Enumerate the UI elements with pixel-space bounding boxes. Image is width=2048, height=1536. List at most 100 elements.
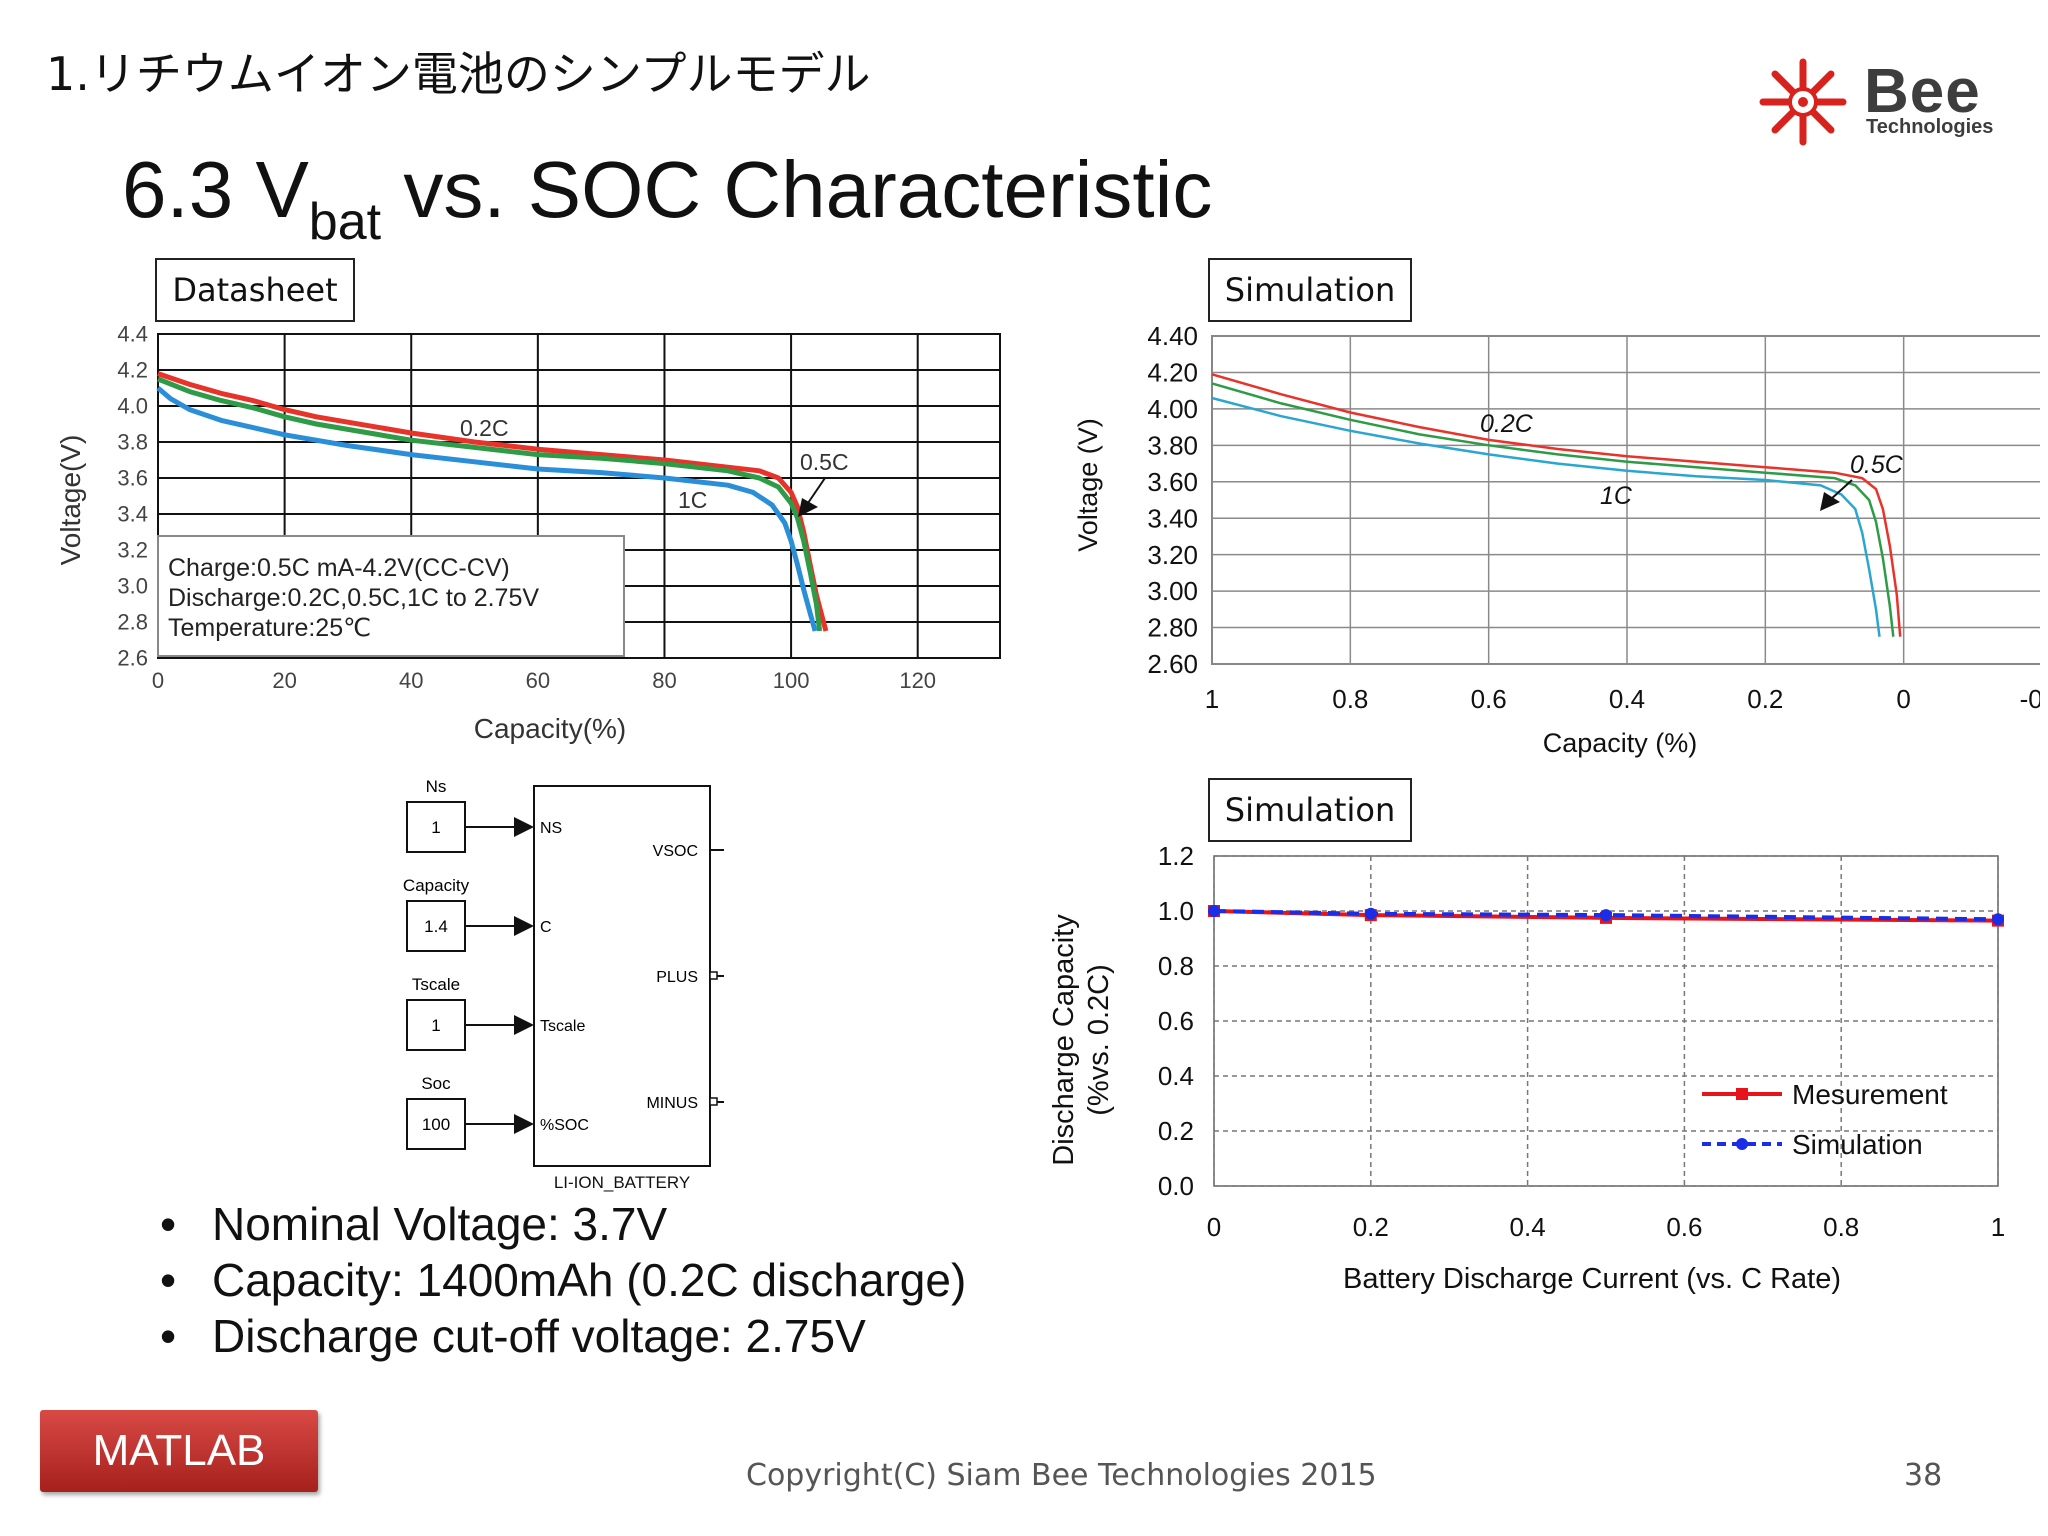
y-tick-label: 3.8 [117, 430, 148, 455]
port-soc: %SOC [540, 1117, 589, 1134]
li-ion-battery-block-diagram: LI-ION_BATTERY Ns 1 NS Capacity 1.4 C Ts… [403, 777, 724, 1192]
bullet-capacity: Capacity: 1400mAh (0.2C discharge) [160, 1252, 966, 1308]
x-tick-label: -0.2 [2020, 684, 2040, 714]
port-ns: NS [540, 820, 562, 837]
page-number: 38 [1904, 1458, 1943, 1493]
series-line-1 [157, 376, 823, 632]
x-tick-label: 0.4 [1510, 1212, 1546, 1242]
series-line-1 [1211, 382, 1895, 637]
y-tick-label: 0.4 [1158, 1061, 1194, 1091]
x-tick-label: 1 [1205, 684, 1219, 714]
x-tick-label: 0 [1207, 1212, 1221, 1242]
annotation-0.5c: 0.5C [800, 449, 849, 475]
x-axis-label: Battery Discharge Current (vs. C Rate) [1343, 1263, 1841, 1295]
x-tick-label: 0.8 [1332, 684, 1368, 714]
constant-block-tscale[interactable] [406, 999, 466, 1051]
x-tick-label: 0.2 [1747, 684, 1783, 714]
y-tick-label: 3.80 [1147, 430, 1198, 460]
datasheet-chart: 0 20 40 60 80 100 120 2.6 2.8 3.0 3.2 3.4 3.6 3.8 4.0… [55, 322, 1001, 744]
y-tick-label: 4.20 [1147, 358, 1198, 388]
x-tick-label: 0 [152, 668, 164, 693]
y-tick-label: 2.60 [1147, 649, 1198, 679]
y-tick-label: 0.2 [1158, 1116, 1194, 1146]
y-tick-label: 0.0 [1158, 1171, 1194, 1201]
y-axis-label: Voltage(V) [55, 435, 86, 566]
y-tick-label: 4.00 [1147, 394, 1198, 424]
annotation-arrow [805, 477, 826, 507]
simulation-label-bottom: Simulation [1208, 778, 1412, 842]
x-tick-label: 0.8 [1823, 1212, 1859, 1242]
input-label-tscale: Tscale [412, 975, 460, 994]
spec-bullet-list: Nominal Voltage: 3.7V Capacity: 1400mAh … [160, 1196, 966, 1364]
logo-subtitle: Technologies [1866, 116, 1994, 138]
block-name: LI-ION_BATTERY [554, 1173, 690, 1192]
conditions-line-1: Charge:0.5C mA-4.2V(CC-CV) [168, 554, 510, 582]
bee-burst-icon [1759, 58, 1847, 146]
annotation-0.2c: 0.2C [460, 415, 509, 441]
x-tick-label: 1 [1991, 1212, 2005, 1242]
x-tick-label: 0.4 [1609, 684, 1645, 714]
title-prefix: 6.3 V [122, 145, 309, 234]
data-point [1208, 905, 1220, 917]
input-label-capacity: Capacity [403, 876, 470, 895]
bullet-nominal-voltage: Nominal Voltage: 3.7V [160, 1196, 966, 1252]
simulation-voltage-chart: 1 0.8 0.6 0.4 0.2 0 -0.2 2.60 2.80 3.00 3.20 3.40 3… [1073, 321, 2040, 758]
bee-logo: Bee Technologies [1748, 52, 2024, 152]
y-tick-label: 3.20 [1147, 540, 1198, 570]
y-tick-label: 4.2 [117, 358, 148, 383]
y-tick-label: 2.80 [1147, 613, 1198, 643]
section-title: 1.リチウムイオン電池のシンプルモデル [46, 47, 871, 101]
port-vsoc: VSOC [653, 843, 698, 860]
annotation-1c: 1C [678, 487, 707, 513]
y-tick-label: 3.6 [117, 466, 148, 491]
x-tick-label: 60 [526, 668, 550, 693]
series-line-1 [1213, 909, 1999, 922]
legend: Mesurement Simulation [1702, 1079, 1948, 1160]
y-axis-label-line-2: (%vs. 0.2C) [1083, 964, 1115, 1115]
y-tick-label: 3.60 [1147, 467, 1198, 497]
x-tick-label: 0 [1896, 684, 1910, 714]
constant-value-tscale: 1 [431, 1016, 440, 1035]
series-line-0 [1211, 373, 1902, 637]
x-tick-label: 0.2 [1353, 1212, 1389, 1242]
legend-measurement: Mesurement [1792, 1079, 1948, 1110]
data-point [1600, 909, 1612, 922]
bullet-cutoff-voltage: Discharge cut-off voltage: 2.75V [160, 1308, 966, 1364]
y-tick-label: 3.2 [117, 538, 148, 563]
x-tick-label: 20 [272, 668, 296, 693]
annotation-0.2c: 0.2C [1480, 410, 1534, 438]
constant-block-soc[interactable] [406, 1098, 466, 1150]
x-axis-label: Capacity(%) [474, 713, 626, 744]
port-minus: MINUS [646, 1095, 698, 1112]
annotation-0.5c: 0.5C [1850, 451, 1904, 479]
x-tick-label: 80 [652, 668, 676, 693]
y-tick-label: 2.6 [117, 646, 148, 671]
conditions-line-2: Discharge:0.2C,0.5C,1C to 2.75V [168, 584, 539, 612]
y-tick-label: 2.8 [117, 610, 148, 635]
annotation-1c: 1C [1600, 482, 1633, 510]
title-subscript: bat [308, 193, 382, 251]
constant-value-capacity: 1.4 [424, 917, 448, 936]
x-axis-label: Capacity (%) [1543, 728, 1698, 758]
x-tick-label: 0.6 [1471, 684, 1507, 714]
constant-value-soc: 100 [422, 1115, 450, 1134]
series-line-2 [1211, 396, 1881, 637]
constant-value-ns: 1 [431, 818, 440, 837]
datasheet-label: Datasheet [155, 258, 355, 322]
page-title: 6.3 Vbat vs. SOC Characteristic [122, 150, 1212, 251]
data-point [1364, 907, 1377, 920]
conditions-line-3: Temperature:25℃ [168, 614, 371, 642]
y-tick-label: 1.2 [1158, 841, 1194, 871]
y-tick-label: 4.40 [1147, 321, 1198, 351]
y-tick-label: 3.0 [117, 574, 148, 599]
legend-simulation: Simulation [1792, 1129, 1923, 1160]
matlab-button[interactable]: MATLAB [40, 1410, 318, 1492]
annotation-arrowhead [798, 498, 818, 517]
data-point [1992, 913, 2004, 926]
constant-block-capacity[interactable] [406, 900, 466, 952]
y-tick-label: 3.40 [1147, 503, 1198, 533]
y-tick-label: 3.00 [1147, 576, 1198, 606]
simulation-label-top: Simulation [1208, 258, 1412, 322]
x-tick-label: 40 [399, 668, 423, 693]
battery-block[interactable] [533, 785, 711, 1167]
